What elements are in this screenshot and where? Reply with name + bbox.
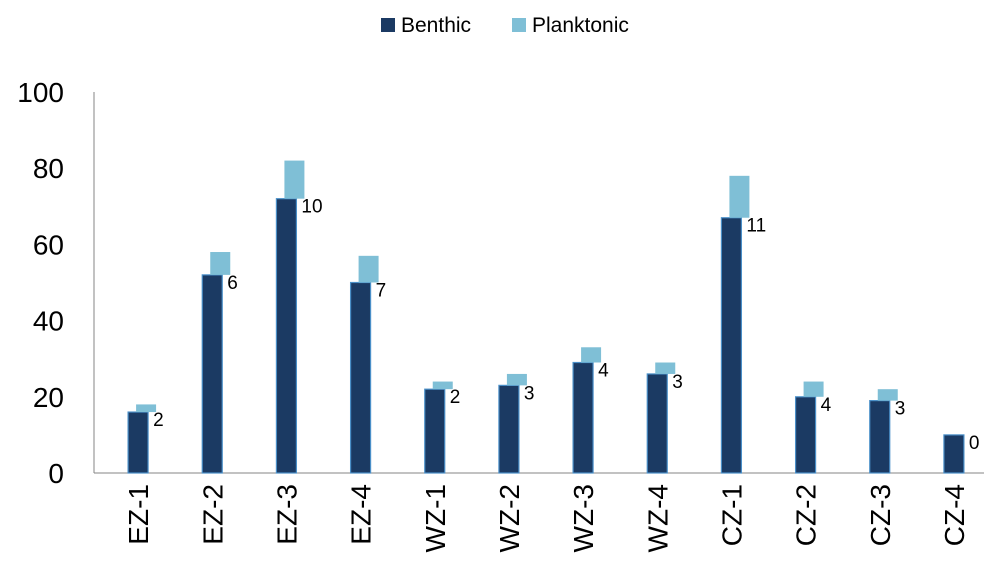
legend-label-benthic: Benthic <box>401 14 471 37</box>
x-tick-label: CZ-3 <box>865 484 896 546</box>
data-label-planktonic: 11 <box>746 216 766 237</box>
bar-planktonic <box>803 381 824 397</box>
data-label-planktonic: 4 <box>821 395 832 416</box>
bars <box>127 160 965 474</box>
data-label-planktonic: 7 <box>376 281 387 302</box>
bar-planktonic <box>877 389 898 401</box>
y-tick-label: 0 <box>48 458 64 489</box>
y-tick-label: 40 <box>33 306 64 337</box>
data-label-planktonic: 0 <box>969 433 980 454</box>
bar-benthic <box>201 274 223 474</box>
data-labels: 2 6 10 7 2 3 4 3 11 4 3 0 <box>153 197 979 454</box>
bar-benthic <box>498 384 520 474</box>
bar-benthic <box>646 373 668 474</box>
bar-planktonic <box>284 160 305 199</box>
bar-benthic <box>349 281 372 474</box>
legend: Benthic Planktonic <box>381 14 629 37</box>
y-axis: 0 20 40 60 80 100 <box>17 77 95 489</box>
bar-benthic <box>127 411 149 474</box>
x-tick-label: EZ-4 <box>346 484 377 545</box>
data-label-planktonic: 2 <box>153 410 164 431</box>
data-label-planktonic: 4 <box>598 361 609 382</box>
x-tick-label: EZ-1 <box>123 484 154 545</box>
bar-planktonic <box>358 255 379 283</box>
bar-planktonic <box>432 381 453 390</box>
bar-benthic <box>869 400 891 474</box>
data-label-planktonic: 6 <box>227 273 238 294</box>
y-tick-label: 80 <box>33 153 64 184</box>
x-tick-label: EZ-3 <box>271 484 302 545</box>
bar-benthic <box>943 434 965 474</box>
x-axis: EZ-1 EZ-2 EZ-3 EZ-4 WZ-1 WZ-2 WZ-3 WZ-4 CZ-1 CZ-2… <box>94 472 984 552</box>
bar-benthic <box>275 198 298 474</box>
x-tick-label: CZ-2 <box>791 484 822 546</box>
bar-planktonic <box>581 347 602 363</box>
data-label-planktonic: 3 <box>895 399 906 420</box>
x-tick-label: WZ-3 <box>568 484 599 552</box>
legend-label-planktonic: Planktonic <box>532 14 629 37</box>
bar-benthic <box>424 388 446 474</box>
bar-planktonic <box>729 175 750 218</box>
legend-swatch-benthic <box>381 18 395 32</box>
data-label-planktonic: 3 <box>524 383 535 404</box>
legend-swatch-planktonic <box>512 18 526 32</box>
y-tick-label: 60 <box>33 229 64 260</box>
bar-benthic <box>794 396 817 474</box>
x-tick-label: EZ-2 <box>197 484 228 545</box>
x-tick-label: CZ-4 <box>939 484 970 546</box>
bar-planktonic <box>136 404 157 413</box>
bar-planktonic <box>506 373 527 386</box>
x-tick-label: WZ-2 <box>494 484 525 552</box>
y-tick-label: 20 <box>33 382 64 413</box>
x-tick-label: WZ-1 <box>420 484 451 552</box>
x-tick-label: CZ-1 <box>716 484 747 546</box>
y-tick-label: 100 <box>17 77 64 108</box>
bar-planktonic <box>210 252 231 275</box>
data-label-planktonic: 2 <box>450 387 461 408</box>
bar-planktonic <box>655 362 676 374</box>
data-label-planktonic: 10 <box>301 197 322 218</box>
data-label-planktonic: 3 <box>672 372 683 393</box>
bar-benthic <box>720 217 743 474</box>
bar-benthic <box>572 361 594 474</box>
x-tick-label: WZ-4 <box>642 484 673 552</box>
